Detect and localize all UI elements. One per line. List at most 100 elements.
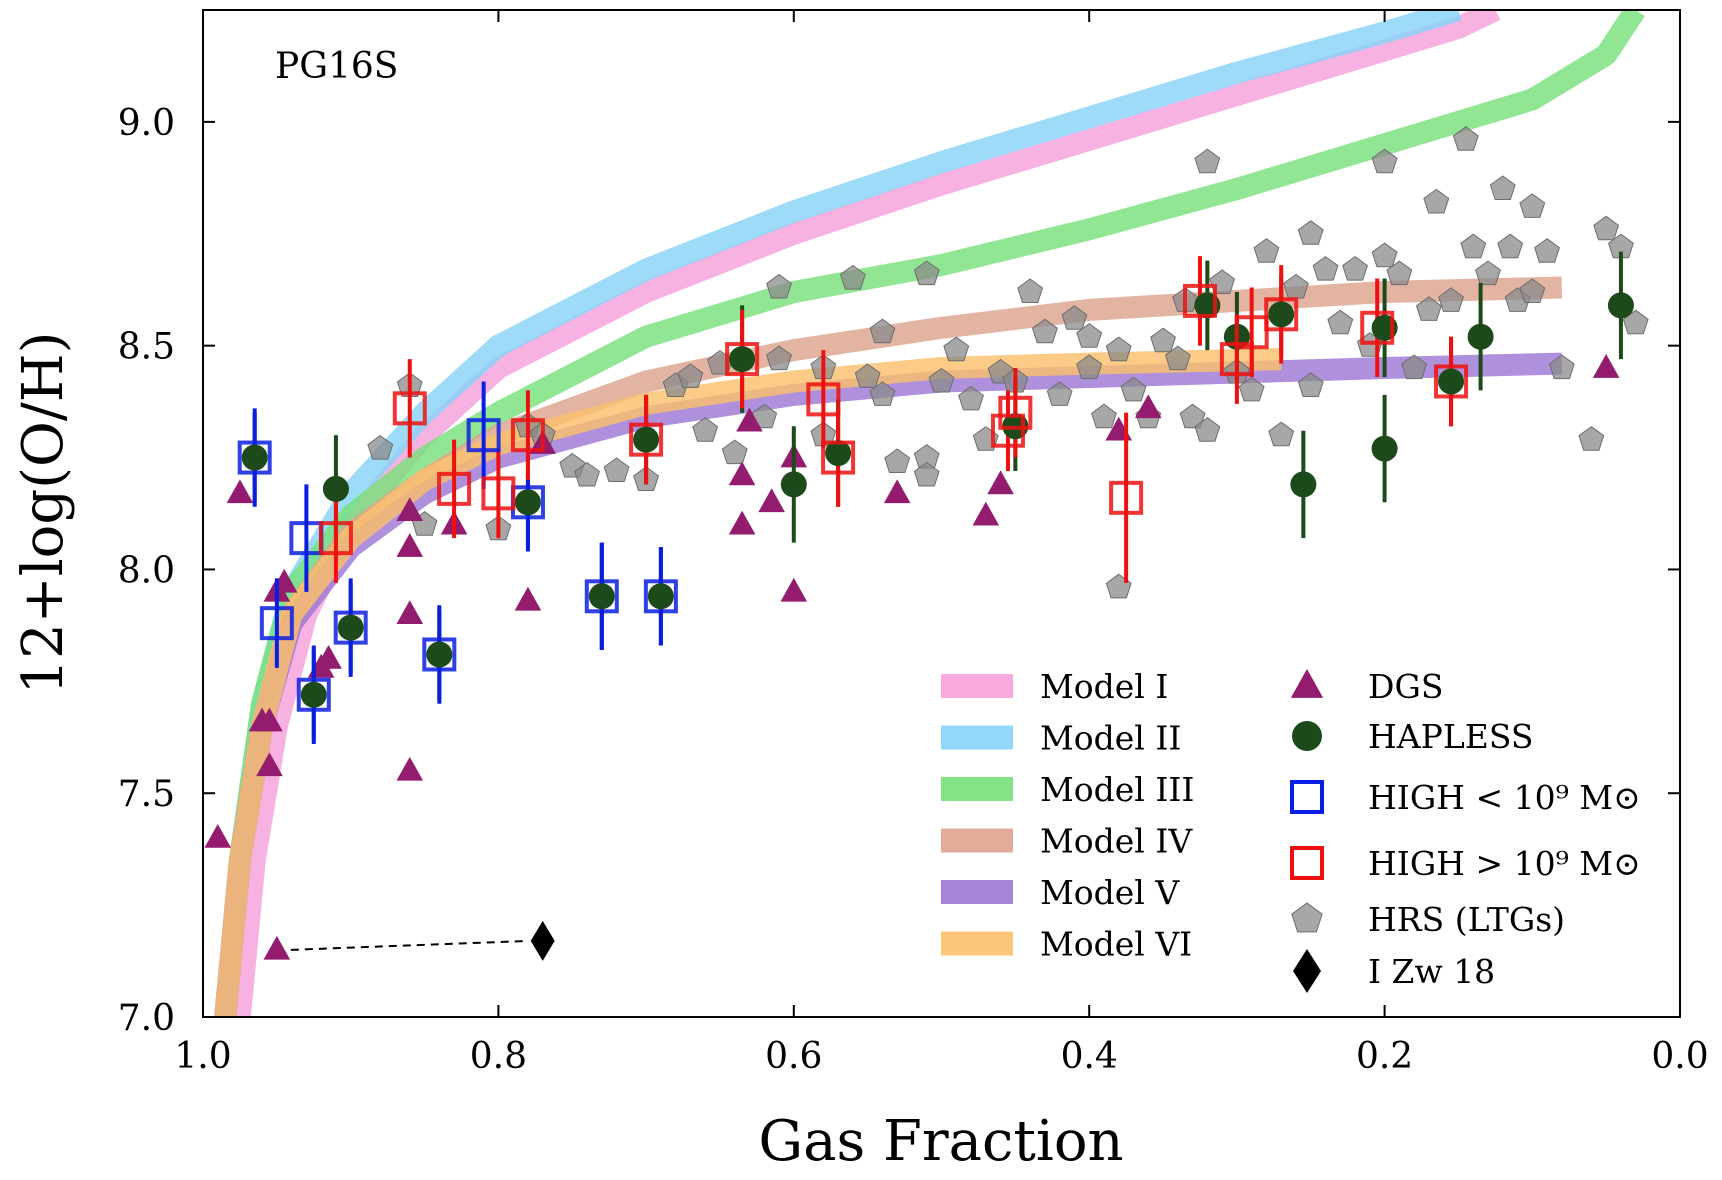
legend-hapless-label: HAPLESS [1368,717,1533,756]
legend-dgs-label: DGS [1368,667,1443,706]
connector-layer [290,939,529,951]
hrs-point [928,367,955,393]
hapless-point [780,471,807,498]
dgs-point [256,752,283,777]
hrs-point [1519,193,1546,218]
izw18-point [530,920,555,961]
high-high-mass-point [725,342,760,377]
hrs-point [1031,318,1058,344]
dgs-point [396,497,424,522]
high-high-mass-point [1360,310,1395,345]
legend-model-ii-swatch [941,725,1013,750]
high-high-mass-point [318,521,353,556]
hrs-point [574,461,600,487]
legend-high-10-m-marker [1290,780,1324,814]
legend-dgs-marker [1290,669,1324,698]
legend-i-zw-18-label: I Zw 18 [1368,952,1495,991]
legend-model-v-label: Model V [1040,873,1180,912]
hapless-point [825,440,852,467]
hrs-point [1460,233,1487,259]
izw18-layer [530,920,555,961]
hrs-point [958,385,984,411]
legend-model-i-label: Model I [1040,667,1168,706]
hapless-point [514,489,541,516]
hrs-point [367,434,394,460]
dgs-point [226,479,254,504]
dgs-point [728,510,756,535]
hrs-layer [367,126,1649,599]
legend: Model I Model II Model III Model IV Model V M… [941,667,1641,993]
hrs-point [1297,372,1324,397]
model-bands [214,10,1645,1017]
hrs-point [1194,417,1221,442]
hapless-point [1467,323,1494,350]
high-high-mass-point [821,440,856,475]
hrs-point [1423,188,1450,214]
hapless-point [647,583,674,610]
hrs-point [1342,255,1368,281]
dgs-point [728,461,756,486]
dgs-point [396,600,424,624]
hrs-point [1452,126,1479,151]
hrs-point [1386,260,1413,286]
hrs-point [1194,148,1221,174]
hrs-point [1061,305,1088,330]
legend-hapless-marker [1292,721,1322,751]
legend-model-vi-label: Model VI [1040,925,1192,964]
annotation-label: PG16S [275,46,398,87]
dgs-point [396,533,424,557]
hrs-point [1548,354,1575,380]
model-band-model-vi [214,348,1282,1017]
hrs-point [1622,309,1649,335]
hrs-point [692,417,719,442]
legend-model-iv-label: Model IV [1040,822,1193,861]
izw18-connector [290,939,529,951]
hapless-point [588,583,615,610]
hapless-point [300,681,327,708]
y-tick-label: 9.0 [118,103,175,144]
high-high-mass-point [481,476,516,511]
hrs-point [1268,421,1295,447]
hrs-point [943,336,970,362]
legend-high-10-m-label: HIGH > 10⁹ M⊙ [1368,844,1641,883]
high-low-mass-point [643,579,678,614]
hrs-point [1475,260,1501,286]
hapless-point [241,444,268,471]
hrs-point [751,403,778,429]
hrs-point [1312,255,1339,281]
dgs-point [315,644,342,669]
hrs-point [766,273,792,299]
hapless-point [1290,471,1317,498]
hrs-point [1238,376,1265,402]
high-high-mass-point [629,422,664,457]
hapless-point [322,475,349,502]
hrs-point [1076,354,1103,380]
hrs-point [1534,238,1560,263]
legend-model-vi-swatch [941,931,1013,956]
x-axis-label: Gas Fraction [758,1109,1123,1174]
dgs-point [780,577,808,602]
hrs-point [839,264,866,290]
hapless-point [1607,292,1634,319]
dgs-point [514,586,542,611]
high-high-mass-point [998,395,1033,430]
dgs-point [1592,354,1620,378]
hapless-point [1268,301,1295,328]
dgs-point [204,823,232,848]
hrs-point [1164,345,1191,371]
legend-model-ii-label: Model II [1040,719,1181,758]
hrs-point [1105,336,1132,362]
legend-hrs-ltgs-marker [1291,902,1323,933]
legend-high-10-m-label: HIGH < 10⁹ M⊙ [1368,778,1641,817]
legend-i-zw-18-marker [1293,949,1321,993]
x-tick-label: 1.0 [174,1036,231,1077]
hapless-point [729,346,756,373]
model-band-model-i [228,10,1501,1017]
high-high-mass-point [1182,283,1217,318]
legend-model-iv-swatch [941,828,1013,853]
hrs-point [884,448,911,473]
hrs-point [869,381,896,406]
dgs-point [263,935,291,960]
hrs-point [1179,403,1206,429]
